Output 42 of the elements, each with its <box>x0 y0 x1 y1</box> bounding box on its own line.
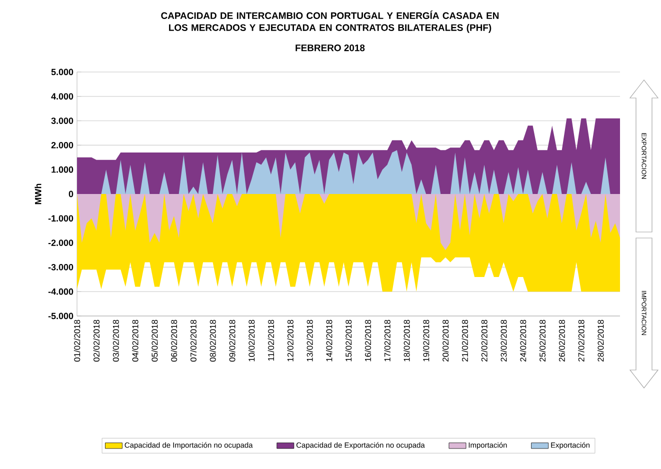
chart-title: CAPACIDAD DE INTERCAMBIO CON PORTUGAL Y ENERGÍA CASADA EN LOS MERCADOS Y EJECUTADA EN CONTRATOS BILATERALES (PHF) <box>161 10 499 33</box>
y-tick-label: 5.000 <box>51 68 74 76</box>
x-tick-label: 24/02/2018 <box>520 320 526 362</box>
x-tick-label: 15/02/2018 <box>345 320 352 362</box>
chart-subtitle: FEBRERO 2018 <box>296 44 365 52</box>
x-tick-label: 25/02/2018 <box>539 320 546 362</box>
x-tick-label: 08/02/2018 <box>210 320 216 362</box>
y-tick-label: -2.000 <box>48 240 74 246</box>
x-tick-label: 04/02/2018 <box>132 320 138 362</box>
x-tick-label: 16/02/2018 <box>364 320 372 362</box>
x-tick-label: 20/02/2018 <box>442 320 449 362</box>
y-tick-label: -3.000 <box>48 264 74 270</box>
x-tick-label: 03/02/2018 <box>112 320 119 362</box>
y-axis-title: MWh <box>34 184 42 204</box>
x-tick-label: 26/02/2018 <box>558 320 565 362</box>
y-tick-label: 0 <box>68 190 74 198</box>
x-tick-label: 13/02/2018 <box>306 320 313 362</box>
x-tick-label: 22/02/2018 <box>481 320 488 362</box>
y-tick-label: -5.000 <box>48 312 74 320</box>
x-tick-label: 28/02/2018 <box>598 320 604 362</box>
x-tick-label: 27/02/2018 <box>578 320 584 362</box>
x-tick-label: 07/02/2018 <box>190 320 196 362</box>
y-tick-label: 1.000 <box>52 166 74 173</box>
x-tick-label: 11/02/2018 <box>268 320 274 361</box>
y-tick-label: 4.000 <box>51 93 74 100</box>
x-tick-label: 01/02/2018 <box>74 320 80 362</box>
x-tick-label: 05/02/2018 <box>151 320 158 362</box>
y-tick-label: 3.000 <box>51 118 74 124</box>
x-tick-label: 18/02/2018 <box>404 320 410 362</box>
x-tick-label: 09/02/2018 <box>229 320 236 362</box>
x-tick-label: 23/02/2018 <box>500 320 507 362</box>
x-tick-label: 17/02/2018 <box>384 320 390 362</box>
x-tick-label: 06/02/2018 <box>170 320 178 362</box>
x-tick-label: 02/02/2018 <box>93 320 100 362</box>
x-tick-label: 14/02/2018 <box>326 320 332 362</box>
y-tick-label: -4.000 <box>48 288 74 295</box>
x-tick-label: 10/02/2018 <box>248 320 255 362</box>
y-tick-label: 2.000 <box>51 142 74 148</box>
y-tick-label: -1.000 <box>48 215 74 222</box>
x-tick-label: 12/02/2018 <box>287 320 294 362</box>
x-tick-label: 19/02/2018 <box>422 320 430 362</box>
x-tick-label: 21/02/2018 <box>462 320 468 362</box>
